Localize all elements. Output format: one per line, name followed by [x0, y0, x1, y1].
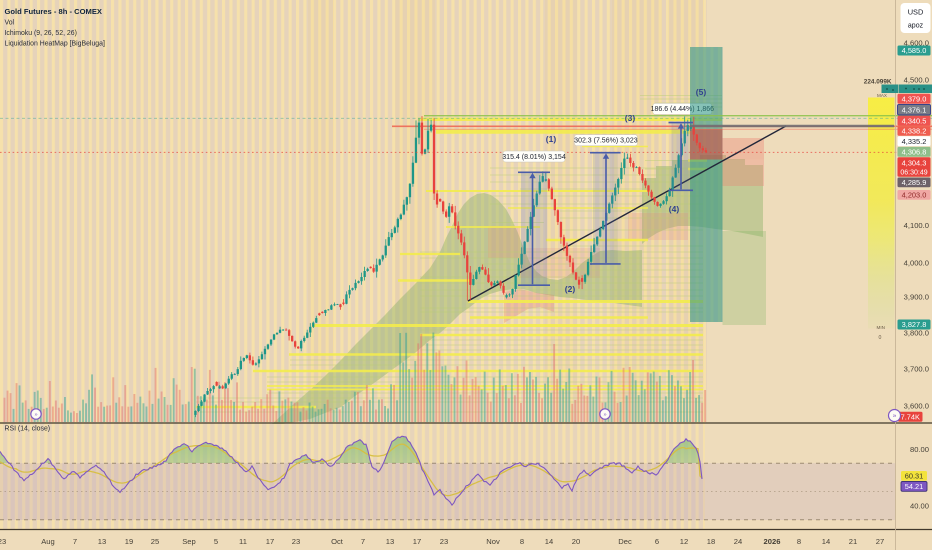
svg-text:MIN: MIN	[877, 325, 885, 330]
svg-text:5: 5	[214, 537, 218, 546]
svg-text:24: 24	[734, 537, 742, 546]
svg-text:12: 12	[680, 537, 688, 546]
svg-text:17: 17	[266, 537, 274, 546]
svg-text:186.6 (4.44%) 1,866: 186.6 (4.44%) 1,866	[651, 106, 715, 113]
svg-text:21: 21	[849, 537, 857, 546]
svg-text:4,100.0: 4,100.0	[904, 221, 929, 230]
svg-text:224.099K: 224.099K	[864, 79, 892, 86]
svg-text:»: »	[603, 412, 606, 418]
svg-text:Oct: Oct	[331, 537, 344, 546]
svg-text:3,900.0: 3,900.0	[904, 293, 929, 302]
svg-text:4,585.0: 4,585.0	[902, 46, 927, 55]
svg-text:(1): (1)	[546, 134, 557, 144]
svg-text:25: 25	[151, 537, 159, 546]
svg-text:6: 6	[655, 537, 659, 546]
svg-text:20: 20	[572, 537, 580, 546]
svg-text:(2): (2)	[565, 284, 576, 294]
svg-text:Liquidation HeatMap [BigBeluga: Liquidation HeatMap [BigBeluga]	[5, 41, 105, 48]
svg-text:80.00: 80.00	[910, 445, 929, 454]
svg-text:27: 27	[876, 537, 884, 546]
svg-text:apoz: apoz	[908, 23, 924, 30]
svg-text:Dec: Dec	[618, 537, 632, 546]
svg-text:4,285.9: 4,285.9	[902, 178, 927, 187]
svg-text:4,500.0: 4,500.0	[904, 76, 929, 85]
svg-text:Ichimoku (9, 26, 52, 26): Ichimoku (9, 26, 52, 26)	[5, 30, 77, 37]
svg-text:3,600.0: 3,600.0	[904, 402, 929, 411]
svg-text:13: 13	[98, 537, 106, 546]
svg-text:4,600.0: 4,600.0	[904, 39, 929, 48]
svg-text:RSI (14, close): RSI (14, close)	[5, 426, 51, 433]
svg-text:(5): (5)	[696, 87, 707, 97]
svg-text:4,376.1: 4,376.1	[902, 105, 927, 114]
svg-text:11: 11	[239, 537, 247, 546]
svg-text:7: 7	[73, 537, 77, 546]
svg-text:23: 23	[0, 537, 6, 546]
svg-text:8: 8	[520, 537, 524, 546]
svg-text:MAX: MAX	[877, 93, 887, 98]
svg-text:23: 23	[292, 537, 300, 546]
svg-text:3,800.0: 3,800.0	[904, 329, 929, 338]
svg-text:23: 23	[440, 537, 448, 546]
svg-text:4,340.5: 4,340.5	[902, 116, 927, 125]
svg-text:Aug: Aug	[41, 537, 55, 546]
svg-text:USD: USD	[908, 8, 924, 17]
svg-text:13: 13	[386, 537, 394, 546]
svg-text:7: 7	[361, 537, 365, 546]
svg-text:»: »	[34, 412, 37, 418]
svg-text:7.74K: 7.74K	[901, 412, 920, 421]
svg-text:302.3 (7.56%) 3,023: 302.3 (7.56%) 3,023	[574, 138, 638, 145]
svg-text:Gold Futures - 8h - COMEX: Gold Futures - 8h - COMEX	[5, 7, 102, 16]
svg-text:3,700.0: 3,700.0	[904, 365, 929, 374]
svg-text:(4): (4)	[669, 204, 680, 214]
svg-text:4,379.0: 4,379.0	[902, 94, 927, 103]
svg-text:19: 19	[125, 537, 133, 546]
svg-text:3,827.8: 3,827.8	[902, 320, 927, 329]
svg-text:06:30:49: 06:30:49	[900, 169, 927, 176]
svg-text:Nov: Nov	[486, 537, 500, 546]
svg-text:4,335.2: 4,335.2	[902, 137, 927, 146]
svg-text:18: 18	[707, 537, 715, 546]
svg-text:17: 17	[413, 537, 421, 546]
svg-text:Vol: Vol	[5, 20, 15, 27]
svg-text:315.4 (8.01%) 3,154: 315.4 (8.01%) 3,154	[502, 154, 566, 161]
svg-text:2026: 2026	[764, 537, 781, 546]
svg-text:4,306.8: 4,306.8	[902, 147, 927, 156]
svg-text:4,000.0: 4,000.0	[904, 259, 929, 268]
svg-text:14: 14	[545, 537, 553, 546]
svg-text:0: 0	[879, 335, 882, 341]
svg-text:Sep: Sep	[182, 537, 196, 546]
svg-text:(3): (3)	[625, 113, 636, 123]
svg-text:54.21: 54.21	[905, 482, 924, 491]
svg-text:14: 14	[822, 537, 830, 546]
svg-text:60.31: 60.31	[905, 472, 924, 481]
svg-text:4,203.0: 4,203.0	[902, 191, 927, 200]
svg-text:»: »	[893, 413, 897, 420]
svg-text:8: 8	[797, 537, 801, 546]
svg-text:40.00: 40.00	[910, 502, 929, 511]
svg-text:4,338.2: 4,338.2	[902, 127, 927, 136]
svg-text:4,304.3: 4,304.3	[902, 158, 927, 167]
